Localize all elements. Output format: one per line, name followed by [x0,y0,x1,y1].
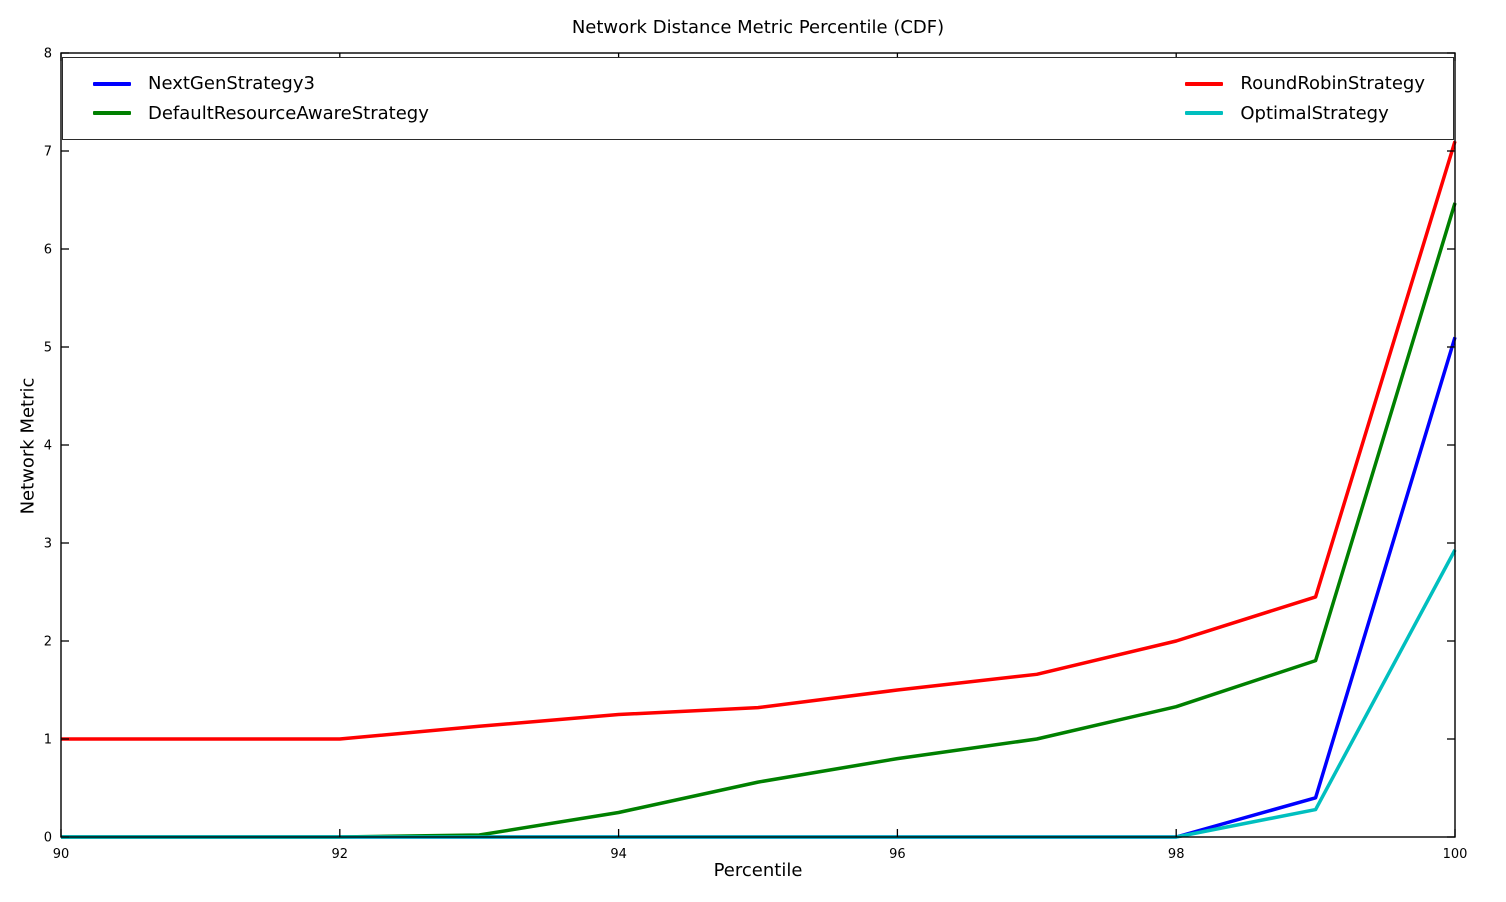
x-tick-label: 100 [1443,847,1468,862]
legend-label: OptimalStrategy [1240,102,1389,124]
legend-box: NextGenStrategy3 DefaultResourceAwareStra… [62,57,1454,140]
legend-label: NextGenStrategy3 [148,72,315,94]
x-tick-label: 98 [1168,847,1185,862]
x-tick-label: 90 [53,847,70,862]
legend-label: DefaultResourceAwareStrategy [148,102,429,124]
chart-title: Network Distance Metric Percentile (CDF) [571,17,945,38]
y-tick-label: 7 [44,145,52,160]
y-axis-label: Network Metric [17,377,39,515]
y-tick-label: 1 [44,733,52,748]
x-tick-label: 94 [610,847,627,862]
legend-item-OptimalStrategy: OptimalStrategy [1185,103,1425,125]
y-tick-label: 6 [44,243,52,258]
series-line-DefaultResourceAwareStrategy [61,202,1457,839]
y-tick-label: 2 [44,635,52,650]
legend-column-2: RoundRobinStrategy OptimalStrategy [1185,73,1425,124]
x-tick-label: 92 [332,847,349,862]
plot-frame [60,52,1456,838]
legend-item-NextGenStrategy3: NextGenStrategy3 [93,73,429,95]
legend-item-DefaultResourceAwareStrategy: DefaultResourceAwareStrategy [93,103,429,125]
y-tick-label: 3 [44,537,52,552]
legend-line-swatch [93,81,131,86]
legend-label: RoundRobinStrategy [1240,72,1425,94]
legend-column-1: NextGenStrategy3 DefaultResourceAwareStra… [93,73,429,124]
y-tick-label: 8 [44,47,52,62]
x-axis-label: Percentile [713,860,803,881]
x-tick-label: 96 [889,847,906,862]
series-line-RoundRobinStrategy [61,140,1457,741]
series-line-OptimalStrategy [61,549,1457,839]
y-tick-label: 0 [44,831,52,846]
legend-line-swatch [1185,81,1224,86]
y-tick-label: 5 [44,341,52,356]
legend-line-swatch [93,111,131,116]
legend-item-RoundRobinStrategy: RoundRobinStrategy [1185,73,1425,95]
series-line-NextGenStrategy3 [61,336,1457,839]
legend-line-swatch [1185,111,1224,116]
y-tick-label: 4 [44,439,52,454]
